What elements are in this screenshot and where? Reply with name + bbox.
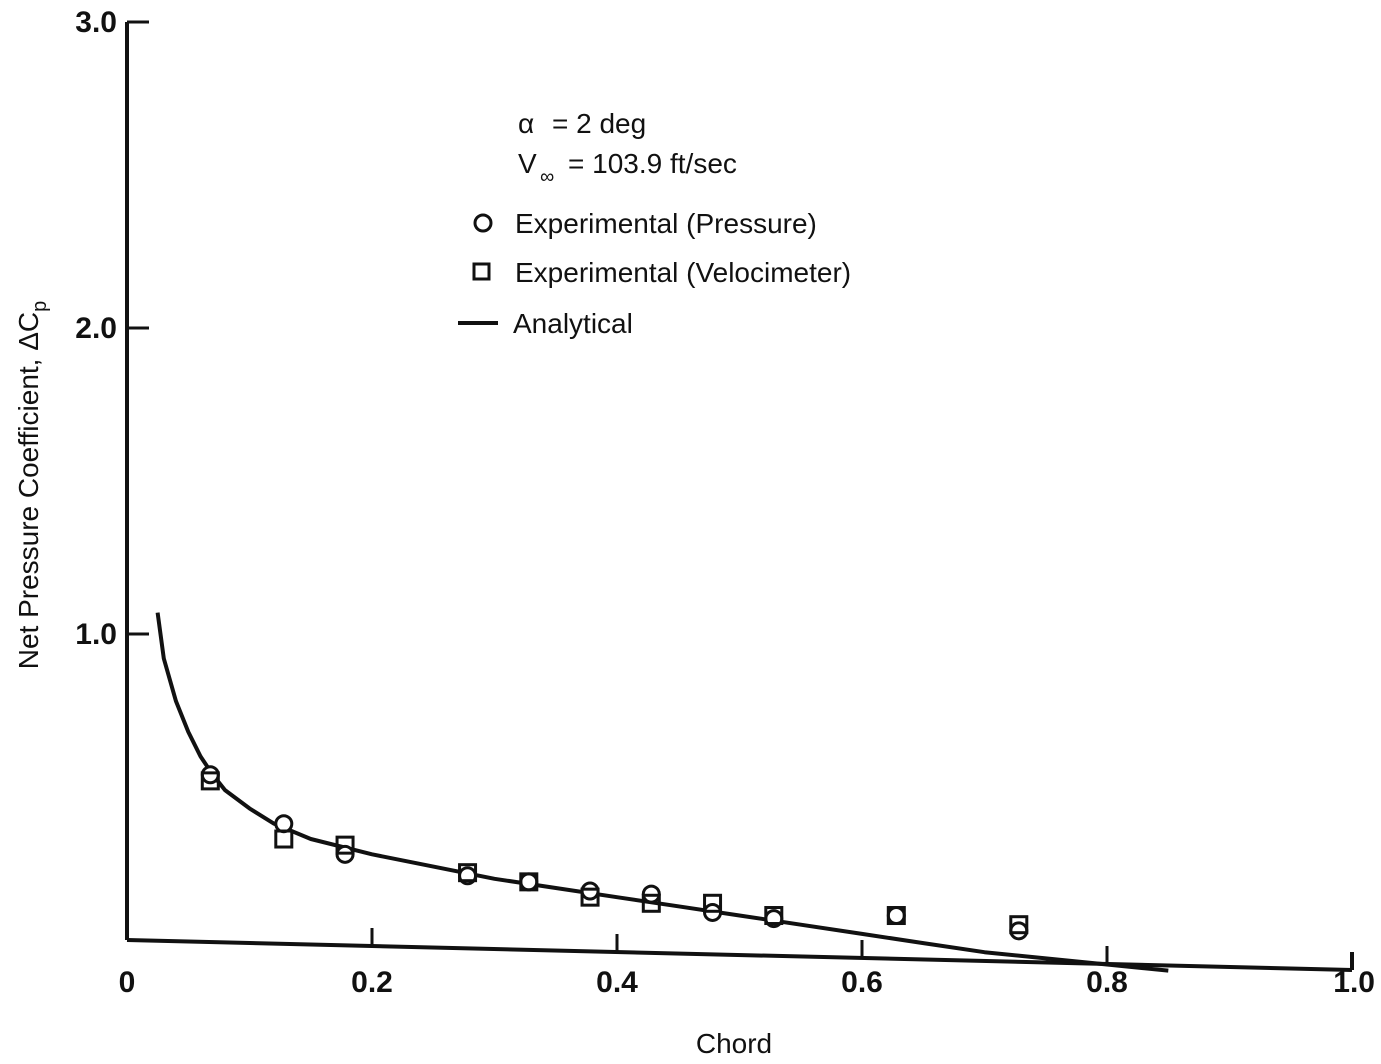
legend-label-velocimeter: Experimental (Velocimeter) xyxy=(515,257,851,288)
velocity-subscript: ∞ xyxy=(540,166,554,188)
legend-circle-marker xyxy=(473,213,493,233)
velocimeter-point xyxy=(274,829,294,849)
x-axis-line xyxy=(126,938,1353,972)
x-tick-label: 0.6 xyxy=(841,966,883,999)
pressure-point xyxy=(580,881,600,901)
pressure-point xyxy=(274,814,294,834)
velocimeter-point xyxy=(519,872,539,892)
velocimeter-point xyxy=(886,906,906,926)
x-tick-label: 0.4 xyxy=(596,966,638,999)
legend-label-pressure: Experimental (Pressure) xyxy=(515,208,817,239)
y-tick-label: 1.0 xyxy=(75,618,117,651)
y-ticks: 1.0 2.0 3.0 xyxy=(75,6,149,651)
velocimeter-point xyxy=(335,835,355,855)
y-tick-label: 3.0 xyxy=(75,6,117,39)
x-tick-label: 1.0 xyxy=(1333,966,1375,999)
x-tick-label: 0.2 xyxy=(351,966,393,999)
y-axis-title-main: Net Pressure Coefficient, ΔC xyxy=(13,312,44,669)
x-axis-title: Chord xyxy=(696,1028,772,1059)
velocity-symbol: V xyxy=(518,148,537,179)
velocimeter-point xyxy=(200,771,220,791)
alpha-value: = 2 deg xyxy=(552,108,646,139)
velocimeter-point xyxy=(641,893,661,913)
legend-label-analytical: Analytical xyxy=(513,308,633,339)
alpha-symbol: α xyxy=(518,108,534,139)
x-tick-label: 0.8 xyxy=(1086,966,1128,999)
experimental-series xyxy=(200,765,1029,941)
velocimeter-point xyxy=(764,906,784,926)
y-axis-title: Net Pressure Coefficient, ΔCp xyxy=(13,301,51,670)
axes-frame xyxy=(125,22,1354,972)
y-tick-label: 2.0 xyxy=(75,312,117,345)
pressure-point xyxy=(886,906,906,926)
velocimeter-point xyxy=(703,893,723,913)
legend: Experimental (Pressure) Experimental (Ve… xyxy=(458,208,851,339)
x-tick-label: 0 xyxy=(119,966,136,999)
y-axis-title-group: Net Pressure Coefficient, ΔCp xyxy=(13,301,51,670)
y-axis-title-subscript: p xyxy=(29,301,51,312)
x-ticks: 0 0.2 0.4 0.6 0.8 1.0 xyxy=(119,928,1375,999)
pressure-point xyxy=(200,765,220,785)
velocity-value: = 103.9 ft/sec xyxy=(568,148,737,179)
pressure-point xyxy=(1009,921,1029,941)
pressure-point xyxy=(519,872,539,892)
legend-square-marker xyxy=(472,262,491,281)
velocimeter-point xyxy=(458,863,478,883)
velocimeter-point xyxy=(1009,915,1029,935)
velocimeter-point xyxy=(580,887,600,907)
